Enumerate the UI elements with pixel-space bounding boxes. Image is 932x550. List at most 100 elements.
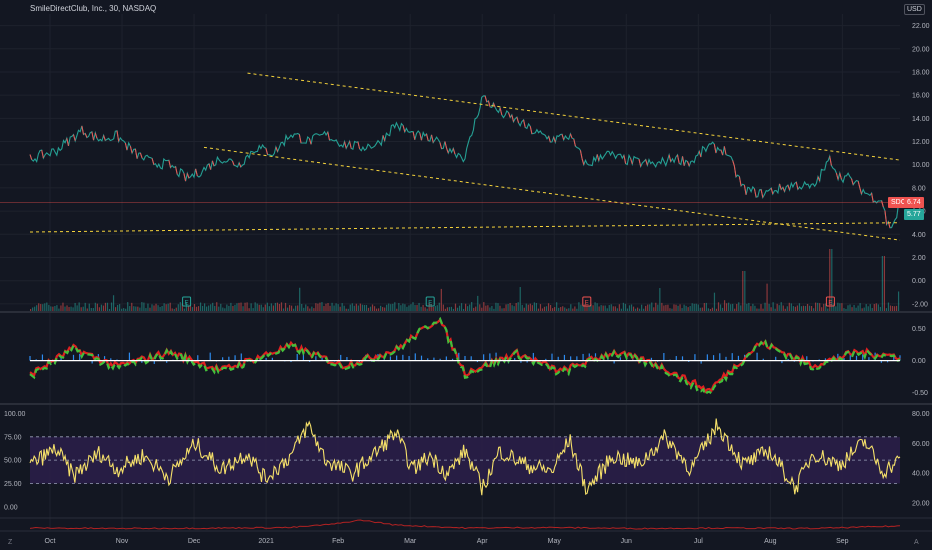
rsi-line[interactable] [29,418,901,496]
auto-scale-button[interactable]: A [914,539,919,546]
volume-bar [626,308,629,311]
earnings-marker-box [582,296,592,307]
price-y-tick-label: 10.00 [912,162,930,169]
volume-bar [861,308,863,311]
price-down-segment [298,134,302,144]
volume-bar [889,305,892,311]
volume-bar [659,288,661,311]
volume-bar [596,303,598,311]
moving-average-price-badge: 5.77 [904,209,924,220]
volume-bar [432,306,434,311]
volume-bar [80,307,82,311]
volume-bar [268,306,270,311]
volume-bar [776,303,778,311]
volume-bar [325,303,327,311]
volume-bar [717,302,720,311]
volume-bar [349,304,351,311]
currency-button[interactable]: USD [904,4,925,15]
oscillator-main-line[interactable] [29,316,901,397]
volume-bar [537,308,540,311]
volume-bar [699,307,701,311]
volume-bar [790,303,792,311]
price-down-segment [760,189,764,198]
volume-bar [353,305,355,311]
volume-bar [554,307,556,311]
volume-bar [414,305,416,311]
volume-bar [489,307,491,311]
volume-bar [655,302,657,311]
price-down-segment [553,136,556,143]
volume-bar [208,305,210,311]
volume-bar [701,307,703,311]
volume-bar [806,303,809,311]
volume-bar [766,283,768,311]
oscillator-y-tick-label: -0.50 [912,390,928,397]
trendline[interactable] [29,222,901,233]
volume-bar [335,303,337,311]
volume-bar [471,302,473,311]
volume-bar [539,304,542,311]
volume-bar [849,304,851,311]
price-down-segment [29,154,33,160]
earnings-marker[interactable]: E [582,296,592,307]
volume-bar [768,303,770,311]
volume-bar [645,305,647,311]
trendline[interactable] [247,72,901,161]
volume-bar [604,305,606,311]
volume-bar [467,306,469,311]
rsi-panel[interactable] [29,418,901,496]
earnings-marker-label: E [185,301,189,307]
volume-bar [810,305,813,311]
oscillator-panel[interactable] [29,316,901,397]
volume-bar [760,304,762,311]
price-down-segment [94,132,98,139]
volume-bar [347,308,349,311]
volume-bar [90,307,92,311]
price-down-segment [168,160,172,168]
volume-bar [256,303,258,311]
volume-bar [309,308,311,311]
price-down-segment [779,183,782,190]
volume-bar [509,302,511,311]
timezone-button[interactable]: Z [8,539,13,546]
price-down-segment [713,143,717,154]
volume-bar [784,308,786,311]
volume-bar [48,304,50,311]
price-down-segment [419,132,422,141]
volume-bar [673,304,675,311]
bottom-indicator-panel[interactable] [29,519,901,530]
volume-bar [746,303,748,311]
volume-bar [663,305,665,311]
earnings-marker-label: E [585,301,589,307]
volume-bar [529,303,531,311]
volume-bar [365,304,368,311]
earnings-marker[interactable]: E [825,296,835,307]
volume-bar [214,305,216,311]
volume-bar [863,307,865,311]
oscillator-y-tick-label: 0.00 [912,358,926,365]
earnings-marker[interactable]: E [425,296,435,307]
volume-bar [487,305,489,311]
volume-bar [260,304,262,311]
volume-bar [744,271,746,311]
volume-bar [250,303,252,311]
bottom-indicator-line[interactable] [29,519,901,530]
volume-bar [748,302,750,311]
volume-bar [175,307,177,311]
volume-bar [651,302,653,311]
volume-bar [351,303,353,311]
symbol-title[interactable]: SmileDirectClub, Inc., 30, NASDAQ [30,4,157,13]
earnings-marker[interactable]: E [182,296,192,307]
volume-bar [851,307,853,311]
price-down-segment [73,134,76,141]
volume-bar [730,304,732,311]
volume-bar [297,305,299,311]
volume-bar [588,306,590,311]
volume-bar [272,305,274,311]
price-down-segment [871,192,874,203]
volume-bar [600,305,602,311]
volume-bar [386,304,388,311]
volume-bar [82,306,84,311]
